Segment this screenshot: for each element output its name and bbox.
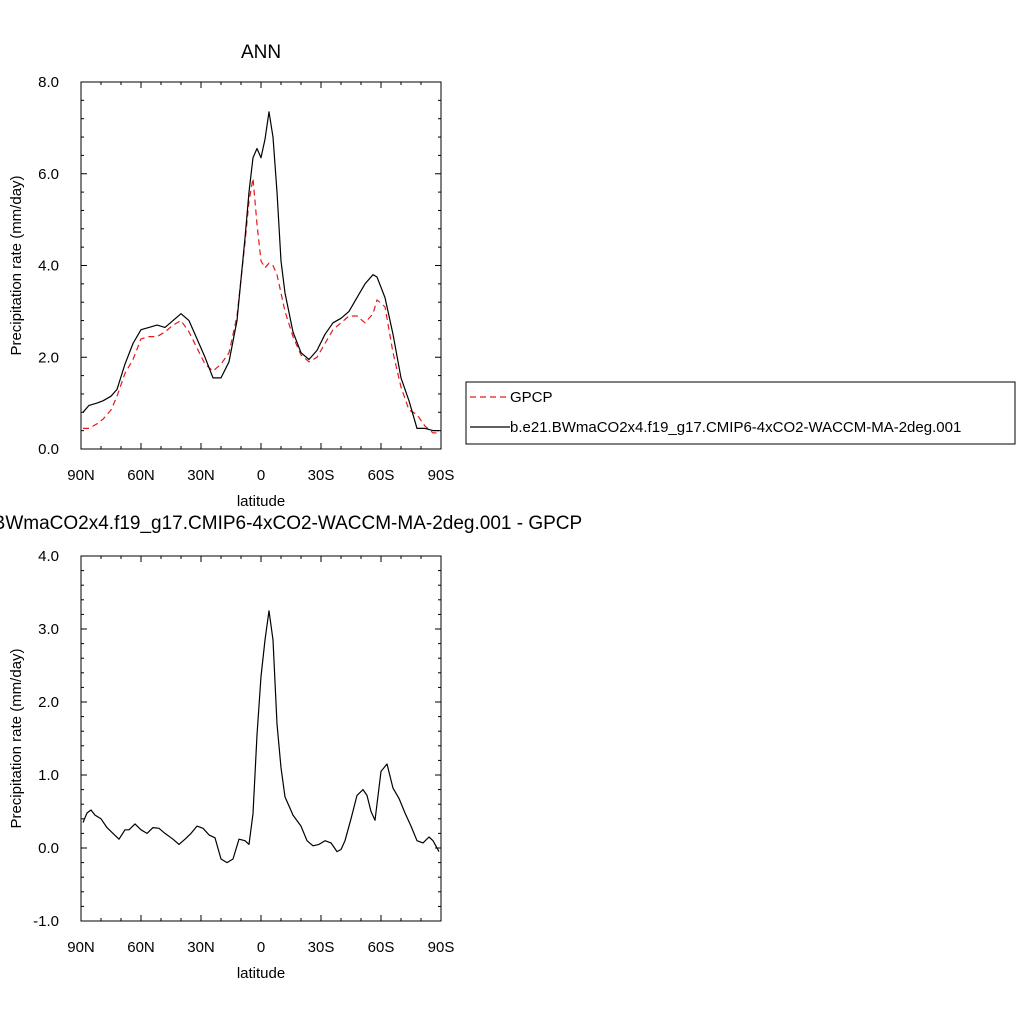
x-tick-label: 60N — [127, 467, 155, 484]
legend-label-2: b.e21.BWmaCO2x4.f19_g17.CMIP6-4xCO2-WACC… — [510, 419, 961, 436]
x-tick-label: 90N — [67, 467, 95, 484]
legend: GPCP b.e21.BWmaCO2x4.f19_g17.CMIP6-4xCO2-… — [465, 381, 1016, 445]
y-tick-label: 4.0 — [38, 548, 59, 565]
y-tick-label: 0.0 — [38, 840, 59, 857]
y-tick-label: 8.0 — [38, 74, 59, 91]
x-tick-label: 60S — [368, 939, 395, 956]
legend-box — [465, 381, 1016, 445]
y-tick-label: 4.0 — [38, 258, 59, 275]
y-axis-label: Precipitation rate (mm/day) — [8, 648, 25, 828]
x-tick-label: 60N — [127, 939, 155, 956]
x-tick-label: 30S — [308, 467, 335, 484]
x-tick-label: 90S — [428, 467, 455, 484]
x-axis-label: latitude — [237, 493, 285, 510]
y-tick-label: 6.0 — [38, 166, 59, 183]
chart-panel-1: ANN 90N 60N 30N 0 30S 60S 90S 0.0 2.0 4.0 6.0 8.0 lat… — [8, 42, 1016, 510]
y-tick-label: 0.0 — [38, 441, 59, 458]
legend-label-1: GPCP — [510, 389, 553, 406]
y-tick-label: -1.0 — [33, 913, 59, 930]
x-tick-label: 30N — [187, 939, 215, 956]
x-tick-label: 0 — [257, 467, 265, 484]
x-tick-label: 60S — [368, 467, 395, 484]
chart-title: ANN — [241, 42, 281, 63]
series-line-1 — [83, 177, 439, 434]
x-tick-label: 90S — [428, 939, 455, 956]
y-tick-label: 3.0 — [38, 621, 59, 638]
chart-title: b.e21.BWmaCO2x4.f19_g17.CMIP6-4xCO2-WACC… — [0, 513, 582, 534]
y-tick-label: 2.0 — [38, 349, 59, 366]
x-tick-label: 90N — [67, 939, 95, 956]
x-tick-label: 0 — [257, 939, 265, 956]
series-line-2 — [82, 111, 439, 432]
chart-panel-2: b.e21.BWmaCO2x4.f19_g17.CMIP6-4xCO2-WACC… — [0, 513, 582, 982]
y-axis-label: Precipitation rate (mm/day) — [8, 175, 25, 355]
y-tick-label: 2.0 — [38, 694, 59, 711]
series-line-1 — [82, 610, 440, 864]
x-tick-label: 30N — [187, 467, 215, 484]
y-tick-label: 1.0 — [38, 767, 59, 784]
x-axis-label: latitude — [237, 965, 285, 982]
x-tick-label: 30S — [308, 939, 335, 956]
